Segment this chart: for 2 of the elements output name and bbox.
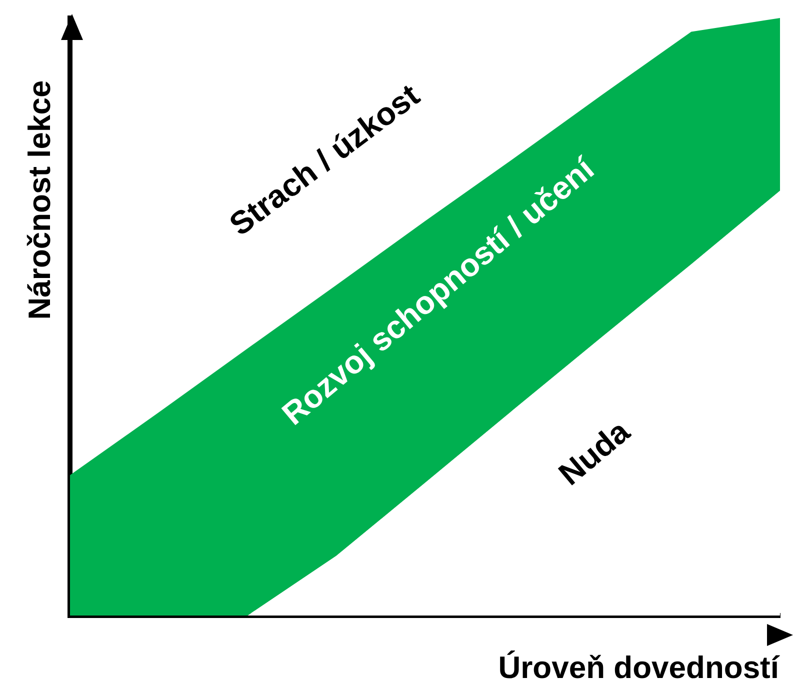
- y-axis-title: Náročnost lekce: [22, 80, 58, 320]
- x-axis-title: Úroveň dovedností: [498, 650, 779, 686]
